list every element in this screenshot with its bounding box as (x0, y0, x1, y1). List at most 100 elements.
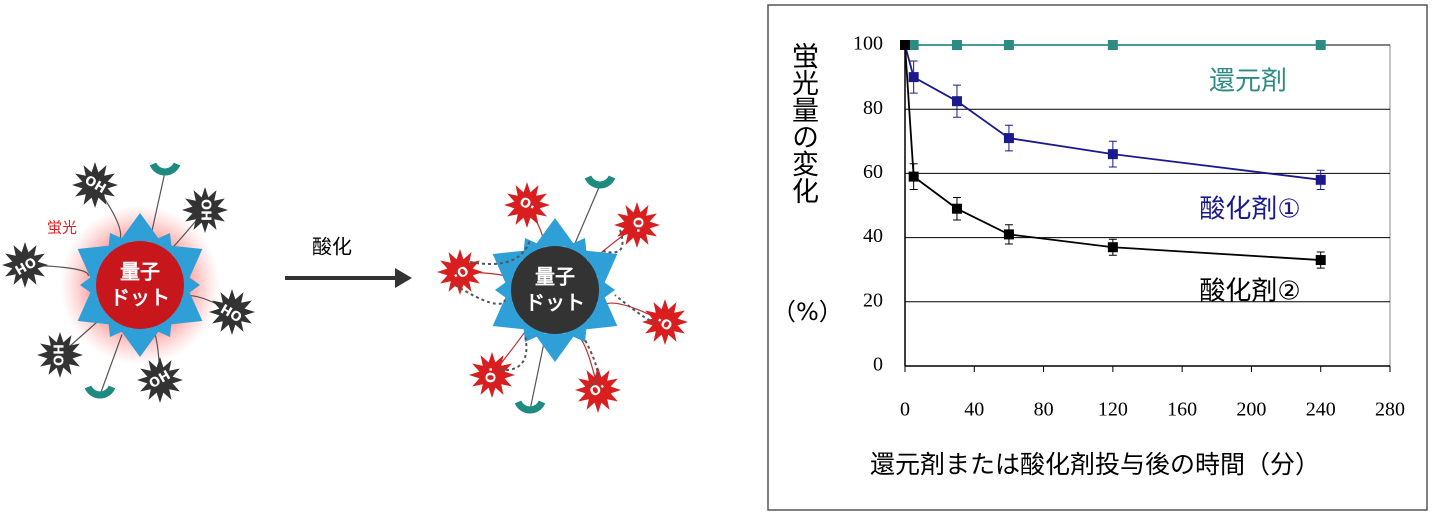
data-point (1003, 40, 1014, 50)
chart-frame (767, 4, 1428, 511)
ligand-shell (564, 238, 588, 261)
ligand-shell (534, 333, 576, 362)
data-point (1003, 229, 1014, 240)
x-tick-label: 280 (1375, 399, 1405, 421)
tether (574, 184, 601, 243)
ligand-shell (166, 245, 203, 282)
functional-group (137, 357, 183, 403)
group-label: OH (198, 199, 213, 221)
series-line (904, 44, 1321, 181)
attack-arrow (614, 294, 656, 323)
series-label: 酸化剤① (1199, 195, 1300, 225)
core-label: ドット (110, 286, 170, 310)
functional-group (575, 367, 621, 413)
series-label: 酸化剤② (1199, 277, 1300, 307)
functional-group (72, 162, 118, 208)
quantum-dot (511, 246, 599, 334)
core-label: 量子 (535, 265, 575, 289)
core-label: 量子 (120, 260, 160, 284)
data-point (1003, 133, 1014, 144)
data-point (951, 203, 962, 214)
x-tick-label: 40 (964, 399, 984, 421)
ligand-shell (564, 319, 588, 342)
series-label: 還元剤 (1209, 67, 1287, 97)
functional-group (182, 187, 228, 233)
y-tick-label: 20 (863, 289, 883, 311)
tether (99, 334, 123, 396)
x-tick-label: 200 (1236, 399, 1266, 421)
core-label: ドット (525, 291, 585, 315)
y-tick-label: 40 (863, 225, 883, 247)
binding-group (514, 400, 546, 414)
attack-arrow (469, 239, 531, 266)
ligand-shell (534, 218, 576, 247)
group-label: O· (485, 367, 500, 383)
data-point (1107, 40, 1118, 50)
functional-group (614, 202, 660, 248)
ligand-shell (107, 314, 131, 337)
arrow-label: 酸化 (312, 235, 352, 259)
data-point (1315, 255, 1326, 266)
ligand-shell (149, 233, 173, 256)
x-tick-label: 80 (1034, 399, 1054, 421)
binding-group (84, 385, 116, 399)
functional-group (504, 182, 550, 228)
y-axis-unit: （%） (772, 298, 843, 326)
y-tick-label: 100 (853, 33, 883, 55)
tether (529, 343, 545, 411)
attack-arrow (454, 284, 506, 305)
ligand-shell (492, 250, 529, 287)
ligand-shell (581, 250, 618, 287)
arrow-head (395, 268, 412, 288)
ligand-shell (522, 319, 546, 342)
data-point (951, 96, 962, 107)
data-point (908, 72, 919, 83)
y-tick-label: 80 (863, 97, 883, 119)
data-point (1315, 174, 1326, 185)
group-label: O· (516, 195, 537, 216)
group-label: O· (654, 312, 675, 333)
quantum-dot (96, 241, 184, 329)
ligand-shell (119, 213, 161, 242)
fluorescence-label: 蛍光 (47, 219, 77, 237)
ligand-shell (119, 328, 161, 357)
y-axis-label: 蛍光量の変化 (787, 42, 818, 204)
data-point (1107, 149, 1118, 160)
y-tick-label: 0 (873, 354, 883, 376)
attack-arrow (599, 229, 624, 254)
functional-group (437, 249, 483, 295)
data-point (1315, 40, 1326, 50)
functional-group (469, 352, 515, 398)
ligand-shell (581, 293, 618, 330)
x-tick-label: 240 (1306, 399, 1336, 421)
x-tick-label: 160 (1167, 399, 1197, 421)
ligand-shell (166, 288, 203, 325)
data-point (951, 40, 962, 50)
x-axis-label: 還元剤または酸化剤投与後の時間（分） (870, 450, 1320, 479)
data-point (908, 40, 919, 50)
functional-group (209, 289, 255, 335)
attack-arrow (499, 334, 528, 372)
attack-arrow (584, 339, 599, 386)
x-tick-label: 120 (1098, 399, 1128, 421)
binding-group (149, 162, 181, 176)
data-point (900, 40, 910, 50)
ligand-shell (77, 245, 114, 282)
binding-group (584, 175, 616, 189)
tether (150, 171, 166, 235)
data-point (908, 171, 919, 182)
functional-group (37, 332, 83, 378)
plot-area (904, 44, 1391, 367)
ligand-shell (77, 288, 114, 325)
group-label: O· (630, 217, 645, 233)
group-label: OH (53, 344, 68, 366)
ligand-shell (107, 233, 131, 256)
group-label: O· (449, 262, 470, 283)
series-line (904, 44, 1321, 261)
ligand-shell (492, 293, 529, 330)
functional-group (642, 299, 688, 345)
x-tick-label: 0 (900, 399, 910, 421)
ligand-shell (149, 314, 173, 337)
